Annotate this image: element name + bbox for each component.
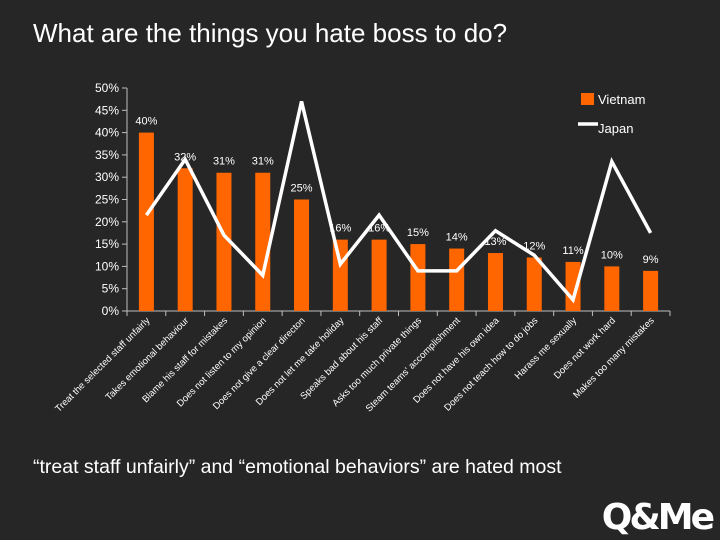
data-label-vietnam: 15% bbox=[407, 227, 429, 239]
bar-vietnam bbox=[255, 172, 271, 311]
data-label-vietnam: 25% bbox=[291, 183, 313, 195]
line-series-japan bbox=[144, 100, 653, 304]
y-tick-label: 15% bbox=[95, 237, 119, 251]
x-category-label: Makes too many mistakes bbox=[571, 315, 657, 401]
data-label-vietnam: 9% bbox=[643, 254, 659, 266]
bar-vietnam bbox=[565, 261, 581, 311]
bar-vietnam bbox=[177, 168, 193, 311]
y-tick-label: 20% bbox=[95, 215, 119, 229]
data-label-vietnam: 14% bbox=[446, 232, 468, 244]
y-tick-label: 30% bbox=[95, 170, 119, 184]
bar-vietnam bbox=[138, 132, 154, 311]
data-label-vietnam: 31% bbox=[252, 156, 274, 168]
data-label-vietnam: 13% bbox=[484, 236, 506, 248]
page-title: What are the things you hate boss to do? bbox=[33, 18, 508, 48]
bar-vietnam bbox=[526, 257, 542, 311]
y-tick-label: 45% bbox=[95, 103, 119, 117]
data-label-vietnam: 32% bbox=[174, 151, 196, 163]
data-label-vietnam: 12% bbox=[523, 240, 545, 252]
y-tick-label: 5% bbox=[102, 282, 120, 296]
data-label-vietnam: 31% bbox=[213, 156, 235, 168]
bar-vietnam bbox=[332, 239, 348, 311]
brand-logo: Q&Me bbox=[601, 497, 715, 538]
bar-series-vietnam bbox=[138, 132, 659, 311]
bar-vietnam bbox=[216, 172, 232, 311]
y-tick-label: 50% bbox=[95, 81, 119, 95]
data-label-vietnam: 16% bbox=[368, 223, 390, 235]
data-labels: 40% 32% 31% 31% 25% 16% 16% 15% 14% 13% 12% 11% 10% 9… bbox=[135, 116, 658, 266]
legend-label-japan: Japan bbox=[598, 121, 633, 136]
y-tick-label: 0% bbox=[102, 304, 120, 318]
y-tick-label: 25% bbox=[95, 193, 119, 207]
legend-swatch-vietnam bbox=[581, 93, 594, 105]
y-tick-label: 35% bbox=[95, 148, 119, 162]
bar-vietnam bbox=[410, 244, 426, 311]
line-japan bbox=[144, 100, 653, 304]
data-label-vietnam: 40% bbox=[135, 116, 157, 128]
y-axis: 0% 5% 10% 15% 20% 25% 30% 35% 40% 45% 50% bbox=[95, 81, 128, 318]
legend-label-vietnam: Vietnam bbox=[598, 92, 645, 107]
legend: Vietnam Japan bbox=[578, 92, 645, 136]
bar-vietnam bbox=[371, 239, 387, 311]
data-label-vietnam: 16% bbox=[329, 223, 351, 235]
y-tick-label: 40% bbox=[95, 126, 119, 140]
data-label-vietnam: 11% bbox=[562, 245, 583, 257]
bar-vietnam bbox=[643, 270, 659, 311]
bar-vietnam bbox=[449, 248, 465, 311]
data-label-vietnam: 10% bbox=[601, 249, 623, 261]
bar-vietnam bbox=[604, 266, 620, 311]
bar-vietnam bbox=[487, 253, 503, 311]
bar-vietnam bbox=[294, 199, 310, 311]
caption: “treat staff unfairly” and “emotional be… bbox=[33, 456, 562, 478]
y-tick-label: 10% bbox=[95, 259, 119, 273]
